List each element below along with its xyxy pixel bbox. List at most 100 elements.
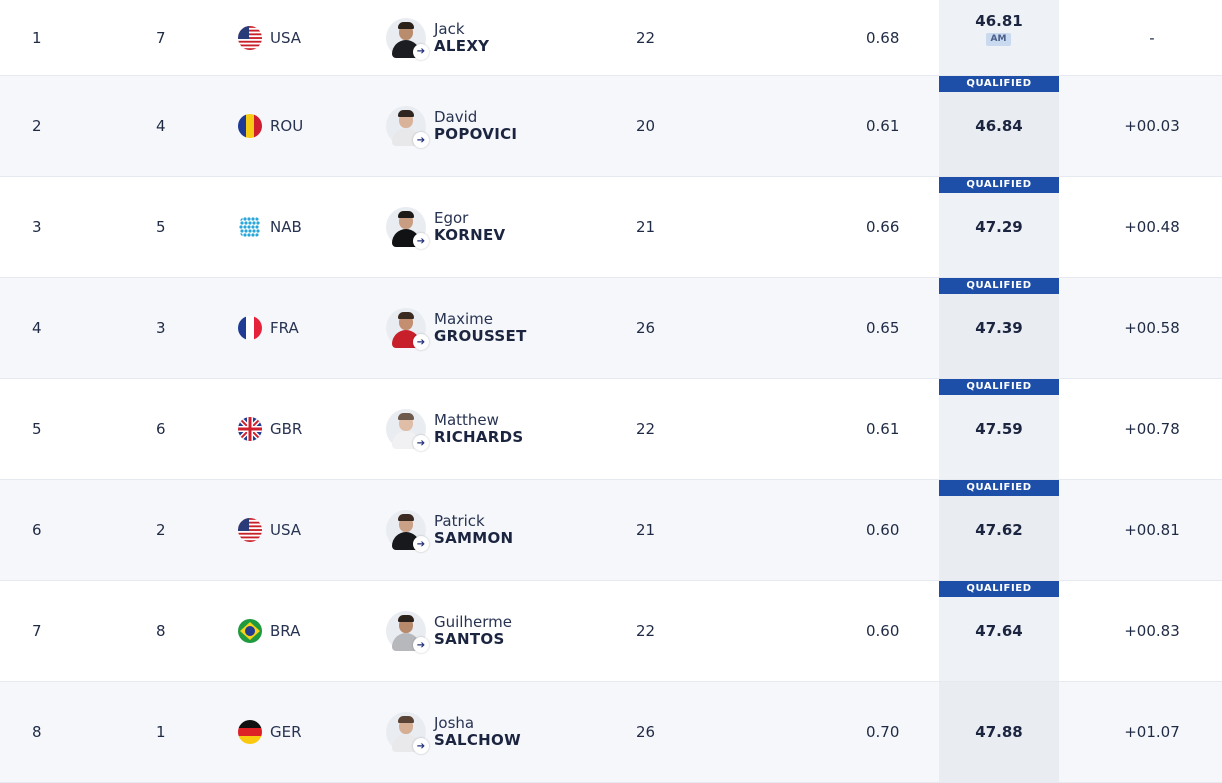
athlete-cell[interactable]: ➔ Maxime GROUSSET (386, 278, 527, 378)
athlete-name[interactable]: David POPOVICI (434, 109, 517, 143)
athlete-first-name: Maxime (434, 310, 494, 328)
athlete-avatar[interactable]: ➔ (386, 712, 429, 754)
country-code: FRA (270, 319, 299, 337)
record-tag: AM (986, 33, 1011, 46)
result-row[interactable]: 8 1 GER ➔ Josha SALCHOW 26 0.70 47.88 +0… (0, 682, 1222, 783)
country-cell: ROU (238, 76, 303, 176)
time-behind: +00.83 (1124, 622, 1180, 640)
athlete-cell[interactable]: ➔ Jack ALEXY (386, 0, 489, 75)
result-row[interactable]: 6 2 USA ➔ Patrick SAMMON 21 0.60 QUALIFI… (0, 480, 1222, 581)
country-code: ROU (270, 117, 304, 135)
arrow-right-icon[interactable]: ➔ (413, 233, 429, 249)
result-row[interactable]: 7 8 BRA ➔ Guilherme SANTOS 22 0.60 QUALI… (0, 581, 1222, 682)
country-cell: GER (238, 682, 302, 782)
flag-icon (238, 518, 262, 542)
reaction-time: 0.61 (866, 420, 900, 438)
athlete-name[interactable]: Egor KORNEV (434, 210, 505, 244)
athlete-cell[interactable]: ➔ Josha SALCHOW (386, 682, 521, 782)
reaction-time: 0.65 (866, 319, 900, 337)
athlete-first-name: David (434, 108, 478, 126)
result-row[interactable]: 2 4 ROU ➔ David POPOVICI 20 0.61 QUALIFI… (0, 76, 1222, 177)
flag-icon (238, 417, 262, 441)
athlete-first-name: Matthew (434, 411, 499, 429)
athlete-cell[interactable]: ➔ Patrick SAMMON (386, 480, 513, 580)
country-cell: GBR (238, 379, 302, 479)
flag-icon (238, 25, 262, 50)
lane: 8 (156, 622, 166, 640)
athlete-avatar[interactable]: ➔ (386, 207, 429, 249)
result-row[interactable]: 5 6 GBR ➔ Matthew RICHARDS 22 0.61 QUALI… (0, 379, 1222, 480)
athlete-cell[interactable]: ➔ David POPOVICI (386, 76, 517, 176)
country-cell: USA (238, 0, 301, 75)
athlete-avatar[interactable]: ➔ (386, 611, 429, 653)
time-behind: +00.03 (1124, 117, 1180, 135)
rank: 1 (32, 28, 42, 47)
arrow-right-icon[interactable]: ➔ (413, 637, 429, 653)
time-column: QUALIFIED 46.84 (939, 76, 1059, 176)
time-column: QUALIFIED 47.62 (939, 480, 1059, 580)
age: 20 (636, 117, 656, 135)
athlete-first-name: Jack (434, 19, 465, 38)
athlete-first-name: Josha (434, 714, 475, 732)
country-cell: BRA (238, 581, 300, 681)
qualified-badge: QUALIFIED (939, 379, 1059, 395)
age: 26 (636, 319, 656, 337)
arrow-right-icon[interactable]: ➔ (413, 435, 429, 451)
arrow-right-icon[interactable]: ➔ (413, 334, 429, 350)
race-time: 47.62 (975, 520, 1023, 539)
time-behind: +00.81 (1124, 521, 1180, 539)
rank: 5 (32, 420, 42, 438)
rank: 3 (32, 218, 42, 236)
arrow-right-icon[interactable]: ➔ (413, 738, 429, 754)
arrow-right-icon[interactable]: ➔ (413, 536, 429, 552)
athlete-last-name: RICHARDS (434, 428, 524, 446)
qualified-badge: QUALIFIED (939, 480, 1059, 496)
country-cell: NAB (238, 177, 302, 277)
reaction-time: 0.60 (866, 521, 900, 539)
race-time: 46.81 (975, 12, 1023, 30)
lane: 7 (156, 28, 166, 47)
athlete-name[interactable]: Matthew RICHARDS (434, 412, 524, 446)
country-code: GER (270, 723, 302, 741)
flag-icon (238, 114, 262, 138)
age: 22 (636, 622, 656, 640)
athlete-avatar[interactable]: ➔ (386, 510, 429, 552)
age: 26 (636, 723, 656, 741)
athlete-name[interactable]: Patrick SAMMON (434, 513, 513, 547)
athlete-avatar[interactable]: ➔ (386, 17, 429, 60)
athlete-avatar[interactable]: ➔ (386, 409, 429, 451)
arrow-right-icon[interactable]: ➔ (413, 43, 429, 60)
athlete-name[interactable]: Josha SALCHOW (434, 715, 521, 749)
rank: 6 (32, 521, 42, 539)
athlete-last-name: SAMMON (434, 529, 514, 547)
lane: 5 (156, 218, 166, 236)
athlete-avatar[interactable]: ➔ (386, 308, 429, 350)
result-row[interactable]: 3 5 NAB ➔ Egor KORNEV 21 0.66 QUALIFIED … (0, 177, 1222, 278)
qualified-badge: QUALIFIED (939, 278, 1059, 294)
country-code: GBR (270, 420, 303, 438)
athlete-name[interactable]: Guilherme SANTOS (434, 614, 512, 648)
country-code: BRA (270, 622, 301, 640)
athlete-name[interactable]: Jack ALEXY (434, 19, 489, 55)
lane: 3 (156, 319, 166, 337)
athlete-avatar[interactable]: ➔ (386, 106, 429, 148)
athlete-cell[interactable]: ➔ Guilherme SANTOS (386, 581, 512, 681)
athlete-name[interactable]: Maxime GROUSSET (434, 311, 527, 345)
result-row[interactable]: 4 3 FRA ➔ Maxime GROUSSET 26 0.65 QUALIF… (0, 278, 1222, 379)
athlete-cell[interactable]: ➔ Matthew RICHARDS (386, 379, 524, 479)
country-code: NAB (270, 218, 302, 236)
reaction-time: 0.60 (866, 622, 900, 640)
race-time: 46.84 (975, 116, 1023, 135)
country-cell: USA (238, 480, 301, 580)
arrow-right-icon[interactable]: ➔ (413, 132, 429, 148)
athlete-cell[interactable]: ➔ Egor KORNEV (386, 177, 505, 277)
age: 22 (636, 28, 656, 47)
time-column: QUALIFIED 47.39 (939, 278, 1059, 378)
athlete-last-name: SALCHOW (434, 731, 521, 749)
time-column: QUALIFIED 47.29 (939, 177, 1059, 277)
result-row[interactable]: 1 7 USA ➔ Jack ALEXY 22 0.68 46.81 AM - (0, 0, 1222, 76)
flag-icon (238, 316, 262, 340)
flag-icon (238, 619, 262, 643)
time-column: 46.81 AM (939, 0, 1059, 75)
